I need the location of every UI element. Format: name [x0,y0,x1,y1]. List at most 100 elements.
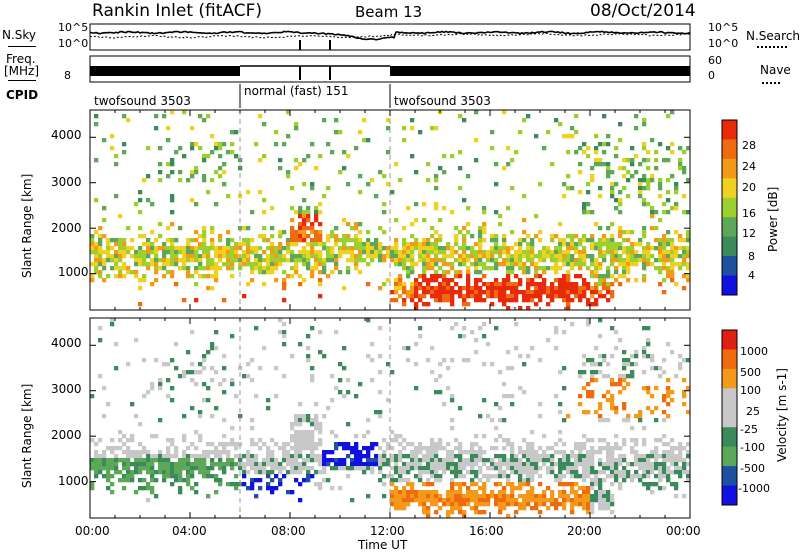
heatmap-cell [554,290,559,295]
heatmap-cell [226,442,231,447]
heatmap-cell [622,454,627,459]
heatmap-cell [290,490,295,495]
heatmap-cell [478,290,483,295]
heatmap-cell [646,182,651,187]
heatmap-cell [166,474,171,479]
heatmap-cell [182,258,187,263]
heatmap-cell [506,466,511,471]
heatmap-cell [162,258,167,263]
heatmap-cell [530,294,535,299]
heatmap-cell [318,234,323,239]
colorbar-swatch [722,427,737,448]
heatmap-cell [414,306,419,311]
heatmap-cell [398,450,403,455]
heatmap-cell [438,274,443,279]
heatmap-cell [534,462,539,467]
heatmap-cell [626,270,631,275]
heatmap-cell [170,210,175,215]
heatmap-cell [458,474,463,479]
heatmap-cell [682,466,687,471]
heatmap-cell [606,490,611,495]
heatmap-cell [222,378,227,383]
heatmap-cell [526,242,531,247]
heatmap-cell [670,482,675,487]
heatmap-cell [310,378,315,383]
heatmap-cell [462,326,467,331]
heatmap-cell [226,254,231,259]
heatmap-cell [554,326,559,331]
heatmap-cell [338,238,343,243]
heatmap-cell [650,482,655,487]
heatmap-cell [434,250,439,255]
heatmap-cell [618,166,623,171]
heatmap-cell [102,258,107,263]
heatmap-cell [434,278,439,283]
heatmap-cell [390,254,395,259]
heatmap-cell [310,446,315,451]
heatmap-cell [214,478,219,483]
heatmap-cell [526,458,531,463]
heatmap-cell [526,278,531,283]
heatmap-cell [606,498,611,503]
heatmap-cell [450,482,455,487]
heatmap-cell [582,410,587,415]
heatmap-cell [598,418,603,423]
heatmap-cell [158,162,163,167]
heatmap-cell [370,378,375,383]
heatmap-cell [530,298,535,303]
heatmap-cell [494,402,499,407]
heatmap-cell [522,454,527,459]
heatmap-cell [506,350,511,355]
heatmap-cell [122,142,127,147]
heatmap-cell [218,442,223,447]
heatmap-cell [602,470,607,475]
heatmap-cell [98,454,103,459]
heatmap-cell [230,458,235,463]
heatmap-cell [298,434,303,439]
heatmap-cell [622,166,627,171]
heatmap-cell [534,302,539,307]
heatmap-cell [526,498,531,503]
heatmap-cell [610,326,615,331]
heatmap-cell [210,150,215,155]
heatmap-cell [334,254,339,259]
heatmap-cell [450,418,455,423]
heatmap-cell [246,374,251,379]
heatmap-cell [434,454,439,459]
heatmap-cell [630,158,635,163]
heatmap-cell [442,470,447,475]
heatmap-cell [646,390,651,395]
heatmap-cell [482,486,487,491]
heatmap-cell [322,414,327,419]
heatmap-cell [374,462,379,467]
heatmap-cell [442,274,447,279]
heatmap-cell [518,462,523,467]
heatmap-cell [642,442,647,447]
heatmap-cell [582,434,587,439]
heatmap-cell [222,470,227,475]
heatmap-cell [414,294,419,299]
heatmap-cell [678,454,683,459]
heatmap-cell [250,454,255,459]
heatmap-cell [602,254,607,259]
heatmap-cell [318,350,323,355]
heatmap-cell [614,406,619,411]
heatmap-cell [310,266,315,271]
heatmap-cell [586,462,591,467]
heatmap-cell [422,266,427,271]
heatmap-cell [642,174,647,179]
heatmap-cell [338,270,343,275]
heatmap-cell [174,478,179,483]
heatmap-cell [294,258,299,263]
heatmap-cell [430,474,435,479]
heatmap-cell [174,150,179,155]
heatmap-cell [202,242,207,247]
heatmap-cell [90,262,95,267]
heatmap-cell [286,250,291,255]
heatmap-cell [442,206,447,211]
heatmap-cell [202,398,207,403]
heatmap-cell [598,450,603,455]
heatmap-cell [242,482,247,487]
heatmap-cell [394,454,399,459]
heatmap-cell [406,502,411,507]
